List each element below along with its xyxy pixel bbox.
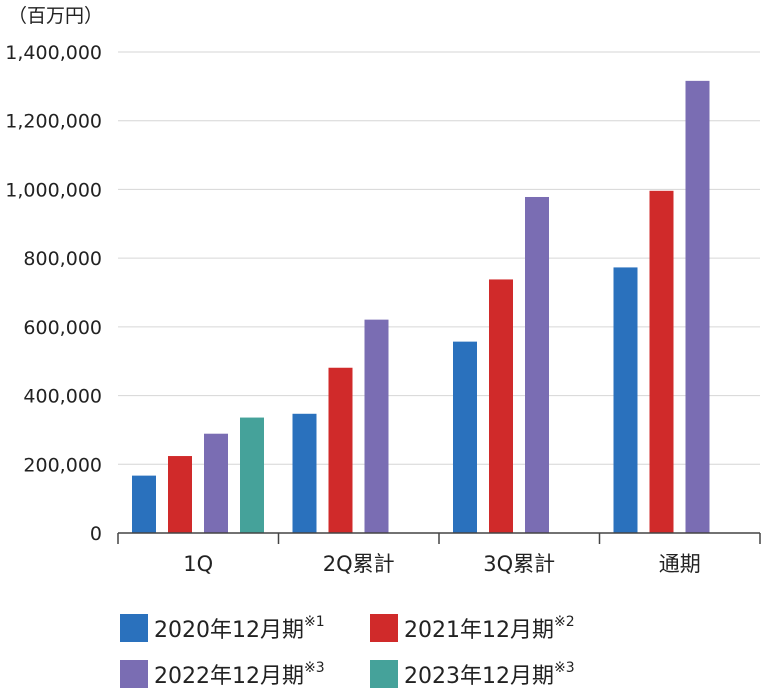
y-tick-label: 800,000 — [23, 248, 102, 270]
y-tick-label: 400,000 — [23, 386, 102, 408]
bar-1-0 — [168, 456, 192, 533]
y-tick-label: 1,200,000 — [5, 111, 102, 133]
bar-1-3 — [649, 190, 674, 533]
bar-0-0 — [132, 475, 156, 533]
bar-2-0 — [204, 433, 228, 533]
legend-item-2022: 2022年12月期 ※3 — [120, 658, 325, 690]
x-axis-labels: 1Q 2Q累計 3Q累計 通期 — [183, 552, 700, 576]
legend-label-2021: 2021年12月期 — [404, 618, 554, 643]
y-axis-ticks: 0 200,000 400,000 600,000 800,000 1,000,000 1,… — [5, 42, 102, 545]
legend-label-2022: 2022年12月期 — [154, 664, 304, 689]
legend-note-2022: ※3 — [303, 660, 325, 676]
x-tick-label: 1Q — [183, 552, 213, 576]
legend-swatch-2020 — [120, 614, 148, 642]
legend-item-2023: 2023年12月期 ※3 — [370, 658, 575, 690]
legend-item-2020: 2020年12月期 ※1 — [120, 612, 325, 644]
y-unit-label: （百万円） — [8, 5, 103, 27]
bar-2-3 — [685, 80, 710, 534]
x-tick-label: 2Q累計 — [323, 552, 395, 576]
legend-note-2020: ※1 — [303, 614, 325, 630]
legend-note-2023: ※3 — [553, 660, 575, 676]
bar-1-1 — [328, 367, 353, 533]
y-tick-label: 1,400,000 — [5, 42, 102, 64]
y-tick-label: 0 — [90, 523, 102, 545]
grid-lines — [118, 51, 760, 465]
bar-0-3 — [613, 267, 638, 533]
bar-0-1 — [292, 413, 317, 533]
legend-swatch-2023 — [370, 660, 398, 688]
bars — [132, 80, 710, 534]
bar-1-2 — [489, 279, 513, 533]
x-axis — [117, 532, 761, 544]
x-tick-label: 3Q累計 — [483, 552, 555, 576]
legend-label-2020: 2020年12月期 — [154, 618, 304, 643]
legend-swatch-2021 — [370, 614, 398, 642]
y-tick-label: 1,000,000 — [5, 179, 102, 201]
legend-label-2023: 2023年12月期 — [404, 664, 554, 689]
y-tick-label: 600,000 — [23, 317, 102, 339]
bar-2-2 — [525, 196, 549, 534]
bar-3-0 — [240, 417, 264, 533]
bar-chart: （百万円） 0 200,000 400,000 600,000 800,000 1,000… — [5, 5, 761, 576]
legend-item-2021: 2021年12月期 ※2 — [370, 612, 575, 644]
bar-2-1 — [364, 319, 389, 533]
legend-swatch-2022 — [120, 660, 148, 688]
bar-0-2 — [453, 341, 477, 533]
legend-note-2021: ※2 — [553, 614, 575, 630]
x-tick-label: 通期 — [659, 552, 701, 576]
y-tick-label: 200,000 — [23, 454, 102, 476]
